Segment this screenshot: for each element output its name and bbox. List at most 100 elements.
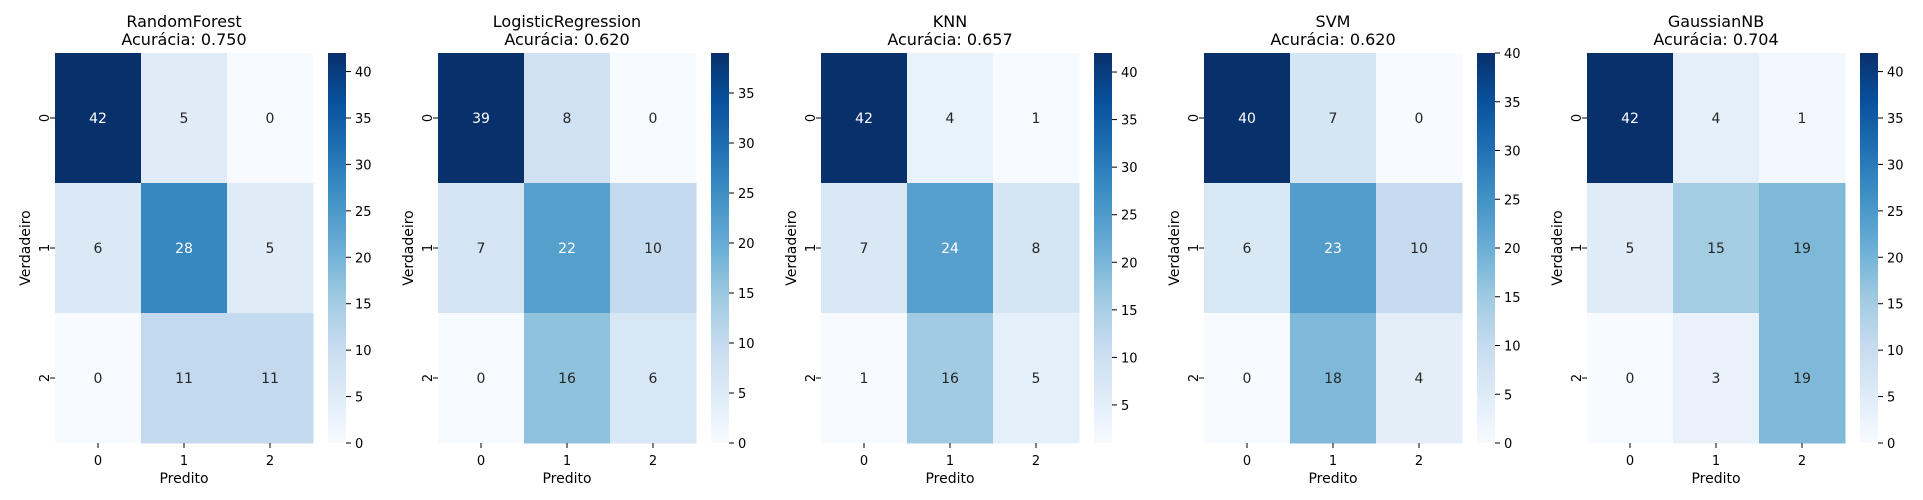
heatmap-cell — [907, 183, 994, 314]
colorbar-tick-label: 20 — [738, 237, 755, 252]
colorbar-tick-label: 35 — [1504, 96, 1521, 111]
cell-value: 4 — [946, 111, 955, 127]
colorbar-tick-label: 0 — [1504, 437, 1512, 452]
heatmap-cell — [1759, 183, 1846, 314]
colorbar-tick-label: 30 — [1504, 145, 1521, 160]
heatmap-cell — [1204, 183, 1291, 314]
colorbar-tick-label: 0 — [1887, 437, 1895, 452]
cell-value: 7 — [1329, 111, 1338, 127]
x-tick-label: 2 — [1032, 454, 1040, 469]
colorbar-tick-label: 30 — [355, 158, 372, 173]
colorbar-tick-label: 35 — [1121, 114, 1138, 129]
heatmap-cell — [227, 53, 314, 184]
x-tick-label: 1 — [1329, 454, 1337, 469]
colorbar-tick-label: 20 — [355, 251, 372, 266]
heatmap-cell — [524, 183, 611, 314]
cell-value: 6 — [649, 371, 658, 387]
colorbar-tick-label: 20 — [1121, 256, 1138, 271]
cell-value: 8 — [563, 111, 572, 127]
cell-value: 1 — [1032, 111, 1041, 127]
x-tick-label: 1 — [946, 454, 954, 469]
cell-value: 0 — [477, 371, 486, 387]
colorbar-tick-label: 20 — [1504, 242, 1521, 257]
cell-value: 19 — [1793, 371, 1811, 387]
x-tick-label: 1 — [180, 454, 188, 469]
colorbar-tick-label: 5 — [1504, 388, 1512, 403]
cell-value: 42 — [855, 111, 873, 127]
y-tick-label: 2 — [1187, 374, 1202, 382]
colorbar-tick-label: 15 — [355, 298, 372, 313]
cell-value: 5 — [1032, 371, 1041, 387]
colorbar-tick-label: 5 — [1887, 391, 1895, 406]
colorbar-tick-label: 15 — [1887, 298, 1904, 313]
colorbar-tick-label: 5 — [355, 391, 363, 406]
colorbar-tick-label: 35 — [1887, 112, 1904, 127]
heatmap-cell — [55, 313, 142, 444]
heatmap-cell — [610, 313, 697, 444]
x-axis-label: Predito — [925, 471, 974, 487]
heatmap-cell — [1290, 53, 1377, 184]
colorbar — [1860, 53, 1878, 443]
colorbar-tick-label: 40 — [1121, 66, 1138, 81]
heatmap-cell — [821, 313, 908, 444]
colorbar-tick-label: 40 — [1504, 47, 1521, 62]
panel-title: LogisticRegression — [493, 12, 641, 31]
cell-value: 8 — [1032, 241, 1041, 257]
heatmap-cell — [1673, 183, 1760, 314]
y-tick-label: 2 — [804, 374, 819, 382]
panel-subtitle: Acurácia: 0.620 — [1270, 30, 1395, 49]
x-axis-label: Predito — [1308, 471, 1357, 487]
panel-subtitle: Acurácia: 0.704 — [1653, 30, 1778, 49]
y-axis-label: Verdadeiro — [1167, 210, 1183, 285]
x-tick-label: 0 — [1243, 454, 1251, 469]
colorbar-tick-label: 25 — [355, 205, 372, 220]
y-tick-label: 0 — [804, 114, 819, 122]
cell-value: 39 — [472, 111, 490, 127]
cell-value: 6 — [94, 241, 103, 257]
x-axis-label: Predito — [542, 471, 591, 487]
cell-value: 0 — [1243, 371, 1252, 387]
heatmap-cell — [1587, 313, 1674, 444]
y-axis-label: Verdadeiro — [18, 210, 34, 285]
heatmap-cell — [1376, 313, 1463, 444]
heatmap-cell — [55, 53, 142, 184]
heatmap-cell — [1204, 53, 1291, 184]
heatmap-cell — [141, 183, 228, 314]
cell-value: 11 — [261, 371, 279, 387]
colorbar-tick-label: 5 — [1121, 399, 1129, 414]
heatmap-cell — [524, 53, 611, 184]
colorbar-tick-label: 30 — [1121, 161, 1138, 176]
heatmap-cell — [438, 183, 525, 314]
cell-value: 3 — [1712, 371, 1721, 387]
cell-value: 1 — [860, 371, 869, 387]
heatmap-cell — [55, 183, 142, 314]
heatmap-cell — [1376, 53, 1463, 184]
y-tick-label: 1 — [421, 244, 436, 252]
colorbar-tick-label: 30 — [738, 137, 755, 152]
x-axis-label: Predito — [159, 471, 208, 487]
cell-value: 42 — [1621, 111, 1639, 127]
heatmap-cell — [993, 183, 1080, 314]
cell-value: 0 — [649, 111, 658, 127]
colorbar-tick-label: 40 — [355, 66, 372, 81]
cell-value: 42 — [89, 111, 107, 127]
heatmap-cell — [993, 313, 1080, 444]
y-tick-label: 0 — [1570, 114, 1585, 122]
cell-value: 24 — [941, 241, 959, 257]
cell-value: 0 — [266, 111, 275, 127]
cell-value: 7 — [477, 241, 486, 257]
cell-value: 23 — [1324, 241, 1342, 257]
y-tick-label: 0 — [38, 114, 53, 122]
heatmap-cell — [1587, 53, 1674, 184]
colorbar-tick-label: 10 — [738, 337, 755, 352]
colorbar-tick-label: 10 — [1887, 344, 1904, 359]
colorbar-tick-label: 30 — [1887, 158, 1904, 173]
colorbar-tick-label: 25 — [1121, 209, 1138, 224]
colorbar — [711, 53, 729, 443]
y-axis-label: Verdadeiro — [784, 210, 800, 285]
cell-value: 5 — [180, 111, 189, 127]
heatmap-cell — [1587, 183, 1674, 314]
y-axis-label: Verdadeiro — [1550, 210, 1566, 285]
